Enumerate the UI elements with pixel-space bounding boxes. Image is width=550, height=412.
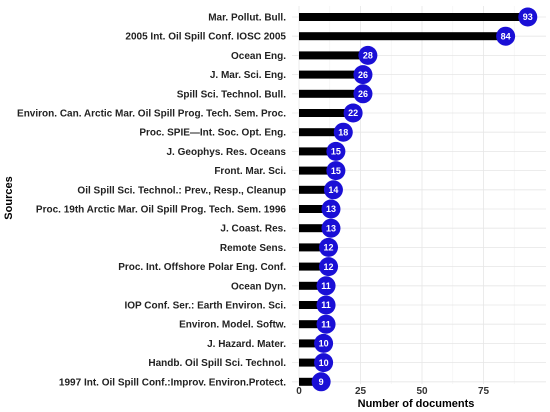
value-dot [311,372,331,392]
value-dot [323,180,343,200]
value-dot [319,257,339,277]
bar [299,166,336,175]
x-tick-labels: 0 25 50 75 [296,386,489,397]
y-tick-label: Proc. Int. Offshore Polar Eng. Conf. [118,262,286,273]
y-tick-label: Oil Spill Sci. Technol.: Prev., Resp., C… [77,185,286,196]
value-dot [326,141,346,161]
value-dot [353,84,373,104]
y-tick-label: Ocean Dyn. [231,281,286,292]
data-label: 13 [326,204,336,214]
bar [299,224,331,233]
data-label: 10 [319,339,329,349]
data-label: 84 [501,31,511,41]
y-tick-label: J. Hazard. Mater. [207,339,286,350]
y-tick-label: Handb. Oil Spill Sci. Technol. [148,358,286,369]
bar [299,281,327,290]
x-tick-label: 75 [478,386,490,397]
bar [299,377,322,386]
data-label: 9 [319,377,324,387]
y-tick-label: Remote Sens. [220,243,286,254]
y-tick-label: Proc. SPIE—Int. Soc. Opt. Eng. [139,128,286,139]
value-dot [321,199,341,219]
bar [299,13,528,21]
value-dot [343,103,363,123]
bar [299,128,344,137]
value-dot [353,65,373,85]
x-tick-label: 50 [416,386,428,397]
data-label: 12 [324,262,334,272]
bar [299,301,327,309]
value-dot [333,122,353,142]
bar [299,109,354,117]
bar [299,358,324,367]
data-label: 14 [328,185,338,195]
data-label: 12 [324,243,334,253]
y-tick-label: 1997 Int. Oil Spill Conf.:Improv. Enviro… [59,377,286,388]
data-label: 11 [321,300,331,310]
data-label: 15 [331,166,341,176]
data-label: 26 [358,89,368,99]
data-label: 11 [321,319,331,329]
bar [299,185,334,194]
x-tick-label: 25 [355,386,367,397]
value-dot [314,353,334,373]
bar [299,51,368,60]
data-label: 15 [331,147,341,157]
y-tick-label: J. Mar. Sci. Eng. [210,70,286,81]
data-label: 13 [326,223,336,233]
bar [299,147,336,156]
x-axis-title: Number of documents [358,398,475,410]
bar [299,262,329,271]
value-dot [326,161,346,181]
value-dot [518,7,538,27]
value-dot [358,45,378,65]
value-dot [314,333,334,353]
data-label: 93 [523,12,533,22]
y-tick-label: Ocean Eng. [231,51,286,62]
bar [299,70,363,79]
y-tick-label: Spill Sci. Technol. Bull. [177,89,286,100]
y-tick-label: Proc. 19th Arctic Mar. Oil Spill Prog. T… [36,205,287,216]
y-tick-label: Front. Mar. Sci. [214,166,286,177]
bar [299,320,327,329]
data-label: 18 [338,127,348,137]
bar [299,205,331,213]
y-tick-labels: Mar. Pollut. Bull. 2005 Int. Oil Spill Co… [17,13,286,389]
data-label: 11 [321,281,331,291]
value-dot [319,237,339,257]
y-axis-title: Sources [3,176,15,219]
y-tick-label: J. Coast. Res. [220,224,286,235]
value-dot [316,276,336,296]
value-dot [316,314,336,334]
x-tick-label: 0 [296,386,302,397]
value-dot [496,26,516,46]
bar [299,339,324,348]
value-dot [316,295,336,315]
y-tick-label: Environ. Can. Arctic Mar. Oil Spill Prog… [17,109,286,120]
value-dot [321,218,341,238]
data-label: 26 [358,70,368,80]
bar [299,89,363,98]
y-tick-label: IOP Conf. Ser.: Earth Environ. Sci. [124,301,286,312]
data-label: 22 [348,108,358,118]
data-label: 28 [363,51,373,61]
bar [299,243,329,252]
y-tick-label: Mar. Pollut. Bull. [208,13,286,24]
y-tick-label: Environ. Model. Softw. [179,320,286,331]
bar [299,32,506,41]
y-tick-label: 2005 Int. Oil Spill Conf. IOSC 2005 [125,32,286,43]
data-label: 10 [319,358,329,368]
y-tick-label: J. Geophys. Res. Oceans [167,147,287,158]
